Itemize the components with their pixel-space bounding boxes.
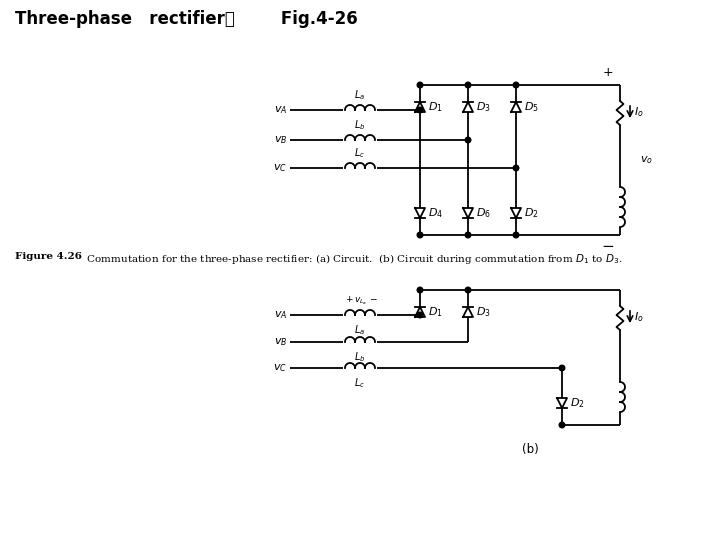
Text: $D_2$: $D_2$ (524, 206, 539, 220)
Text: $L_a$: $L_a$ (354, 88, 366, 102)
Circle shape (417, 107, 423, 113)
Text: $I_o$: $I_o$ (634, 310, 644, 324)
Circle shape (513, 82, 519, 88)
Circle shape (559, 365, 564, 371)
Circle shape (417, 287, 423, 293)
Text: $+\,v_{L_a}\,-$: $+\,v_{L_a}\,-$ (345, 294, 378, 307)
Text: −: − (602, 239, 614, 254)
Text: $D_1$: $D_1$ (428, 100, 443, 114)
Text: Figure 4.26: Figure 4.26 (15, 252, 82, 261)
Circle shape (465, 232, 471, 238)
Text: $L_b$: $L_b$ (354, 118, 366, 132)
Text: $D_5$: $D_5$ (524, 100, 539, 114)
Circle shape (465, 82, 471, 88)
Text: $v_B$: $v_B$ (274, 134, 287, 146)
Text: Commutation for the three-phase rectifier: (a) Circuit.  (b) Circuit during comm: Commutation for the three-phase rectifie… (80, 252, 622, 266)
Text: $D_3$: $D_3$ (476, 305, 491, 319)
Circle shape (417, 312, 423, 318)
Circle shape (417, 82, 423, 88)
Text: +: + (603, 66, 613, 79)
Text: $v_B$: $v_B$ (274, 336, 287, 348)
Text: $v_C$: $v_C$ (273, 362, 287, 374)
Text: Three-phase   rectifier：        Fig.4-26: Three-phase rectifier： Fig.4-26 (15, 10, 358, 28)
Text: $v_o$: $v_o$ (640, 154, 653, 166)
Text: $L_c$: $L_c$ (354, 376, 366, 390)
Text: $D_4$: $D_4$ (428, 206, 443, 220)
Text: (b): (b) (521, 443, 539, 456)
Circle shape (559, 422, 564, 428)
Text: $I_o$: $I_o$ (634, 105, 644, 119)
Text: $D_3$: $D_3$ (476, 100, 491, 114)
Circle shape (465, 137, 471, 143)
Text: $v_A$: $v_A$ (274, 104, 287, 116)
Text: $L_c$: $L_c$ (354, 146, 366, 160)
Text: $v_A$: $v_A$ (274, 309, 287, 321)
Circle shape (465, 287, 471, 293)
Circle shape (417, 232, 423, 238)
Text: $D_6$: $D_6$ (476, 206, 491, 220)
Circle shape (513, 165, 519, 171)
Text: $L_a$: $L_a$ (354, 323, 366, 337)
Text: $L_b$: $L_b$ (354, 350, 366, 364)
Text: $D_1$: $D_1$ (428, 305, 443, 319)
Text: $v_C$: $v_C$ (273, 162, 287, 174)
Text: $D_2$: $D_2$ (570, 396, 585, 410)
Circle shape (513, 232, 519, 238)
